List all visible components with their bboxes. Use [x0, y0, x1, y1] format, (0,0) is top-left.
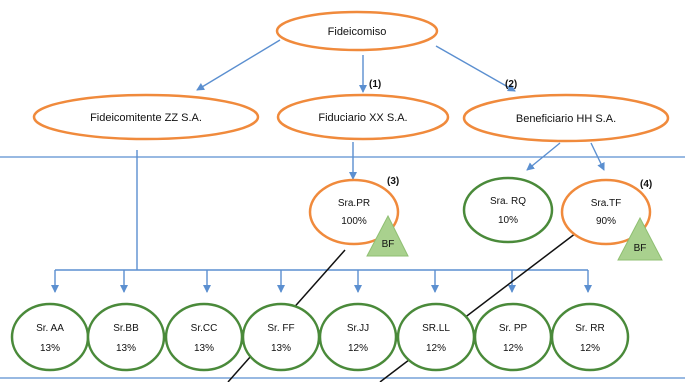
person-pct: 13%: [40, 343, 60, 354]
node-sra-pr: Sra.PR 100%: [308, 178, 400, 246]
marker-4: (4): [640, 179, 652, 190]
person-node: Sr. RR 12%: [550, 302, 630, 372]
person-name: SR.LL: [422, 323, 450, 334]
node-sra-rq: Sra. RQ 10%: [462, 176, 554, 244]
person-pct: 12%: [503, 343, 523, 354]
bf-triangle-pr: BF: [366, 214, 409, 257]
person-name: Sr.CC: [191, 323, 218, 334]
marker-1: (1): [369, 79, 381, 90]
node-sra-tf-name: Sra.TF: [591, 198, 622, 209]
person-node: Sr.BB 13%: [86, 302, 166, 372]
node-fideicomitente-label: Fideicomitente ZZ S.A.: [90, 112, 202, 124]
person-pct: 13%: [271, 343, 291, 354]
node-fiduciario: Fiduciario XX S.A.: [276, 93, 450, 141]
node-sra-pr-name: Sra.PR: [338, 198, 370, 209]
beneficiaries-row: Sr. AA 13% Sr.BB 13% Sr.CC 13% Sr. FF 13% Sr.JJ 1…: [10, 302, 630, 372]
person-name: Sr. RR: [575, 323, 604, 334]
node-sra-pr-pct: 100%: [341, 216, 367, 227]
person-circle: [550, 302, 630, 372]
node-beneficiario: Beneficiario HH S.A.: [462, 93, 670, 143]
node-fideicomiso: Fideicomiso: [275, 10, 439, 52]
person-pct: 13%: [116, 343, 136, 354]
node-beneficiario-label: Beneficiario HH S.A.: [516, 113, 616, 125]
person-circle: [86, 302, 166, 372]
node-sra-tf: Sra.TF 90%: [560, 178, 652, 246]
person-circle: [473, 302, 553, 372]
node-fideicomitente: Fideicomitente ZZ S.A.: [32, 93, 260, 141]
person-pct: 12%: [348, 343, 368, 354]
person-circle: [318, 302, 398, 372]
person-circle: [164, 302, 244, 372]
arrow-to-sra-tf: [590, 142, 605, 171]
person-node: Sr.CC 13%: [164, 302, 244, 372]
person-name: Sr.BB: [113, 323, 139, 334]
person-node: SR.LL 12%: [396, 302, 476, 372]
marker-3: (3): [387, 176, 399, 187]
person-node: Sr. AA 13%: [10, 302, 90, 372]
marker-2: (2): [505, 79, 517, 90]
bf-label-pr: BF: [382, 239, 395, 250]
person-name: Sr. PP: [499, 323, 528, 334]
person-name: Sr. AA: [36, 323, 64, 334]
person-name: Sr.JJ: [347, 323, 369, 334]
distribution-arrows: [51, 270, 592, 293]
node-fideicomiso-label: Fideicomiso: [328, 26, 387, 38]
person-pct: 12%: [426, 343, 446, 354]
person-circle: [396, 302, 476, 372]
person-node: Sr. FF 13%: [241, 302, 321, 372]
person-name: Sr. FF: [267, 323, 294, 334]
person-circle: [241, 302, 321, 372]
person-node: Sr.JJ 12%: [318, 302, 398, 372]
arrow-to-fideicomitente: [196, 39, 281, 91]
person-pct: 13%: [194, 343, 214, 354]
person-pct: 12%: [580, 343, 600, 354]
person-circle: [10, 302, 90, 372]
bf-label-tf: BF: [634, 243, 647, 254]
arrow-to-beneficiario: [435, 45, 516, 92]
node-sra-tf-pct: 90%: [596, 216, 616, 227]
bf-triangle-tf: BF: [617, 216, 663, 261]
node-sra-rq-name: Sra. RQ: [490, 196, 526, 207]
person-node: Sr. PP 12%: [473, 302, 553, 372]
node-fiduciario-label: Fiduciario XX S.A.: [318, 112, 407, 124]
arrow-to-sra-rq: [526, 142, 561, 171]
node-sra-rq-pct: 10%: [498, 215, 518, 226]
